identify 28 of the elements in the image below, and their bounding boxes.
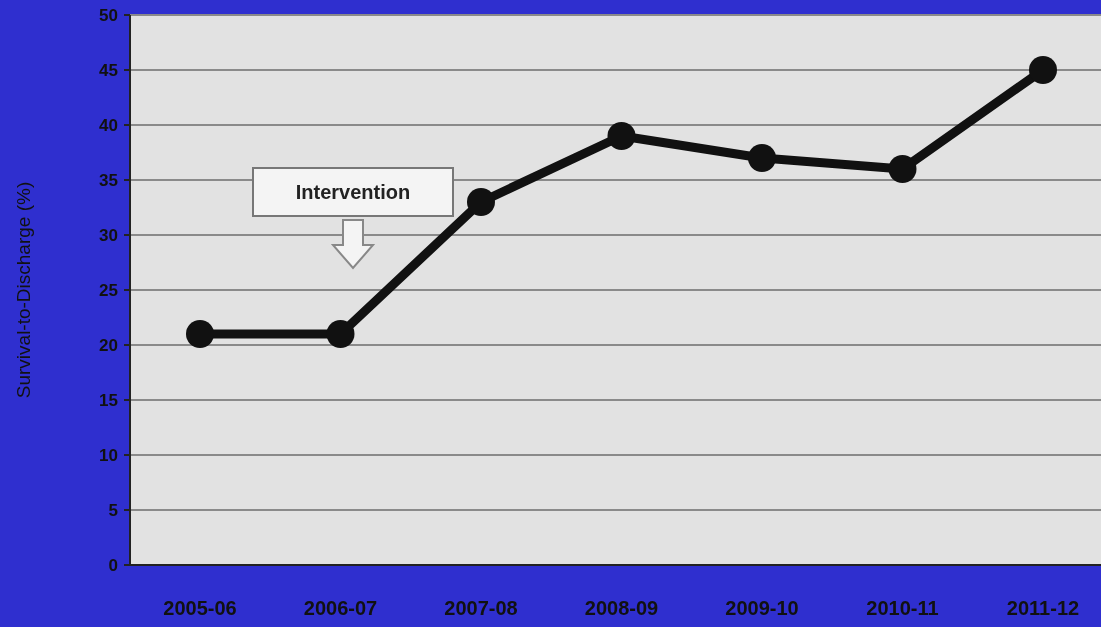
point <box>186 320 214 348</box>
y-tick-label: 10 <box>99 445 118 465</box>
y-tick-label: 15 <box>99 390 118 410</box>
y-axis-title: Survival-to-Discharge (%) <box>13 181 34 399</box>
point <box>748 144 776 172</box>
note-box: Intervention <box>252 167 454 217</box>
point <box>888 155 917 183</box>
point <box>1029 56 1057 84</box>
point <box>607 122 636 150</box>
y-tick-label: 5 <box>108 500 118 520</box>
y-tick-label: 30 <box>99 225 118 245</box>
x-tick-label: 2005-06 <box>163 597 237 619</box>
annotation: Intervention <box>295 181 411 203</box>
x-tick-label: 2007-08 <box>444 597 518 619</box>
x-tick-label: 2006-07 <box>303 597 378 619</box>
x-tick-label: 2009-10 <box>725 597 799 619</box>
y-tick-label: 0 <box>108 555 118 575</box>
y-tick-label: 35 <box>99 170 118 190</box>
x-tick-label: 2008-09 <box>584 597 659 619</box>
point <box>467 188 495 216</box>
x-tick-label: 2011-12 <box>1006 597 1080 619</box>
point <box>326 320 355 348</box>
y-tick-label: 20 <box>99 335 118 355</box>
y-tick-label: 25 <box>99 280 118 300</box>
y-tick-label: 50 <box>99 5 118 25</box>
x-tick-label: 2010-11 <box>866 597 939 619</box>
y-tick-label: 45 <box>99 60 118 80</box>
y-tick-label: 40 <box>99 115 118 135</box>
